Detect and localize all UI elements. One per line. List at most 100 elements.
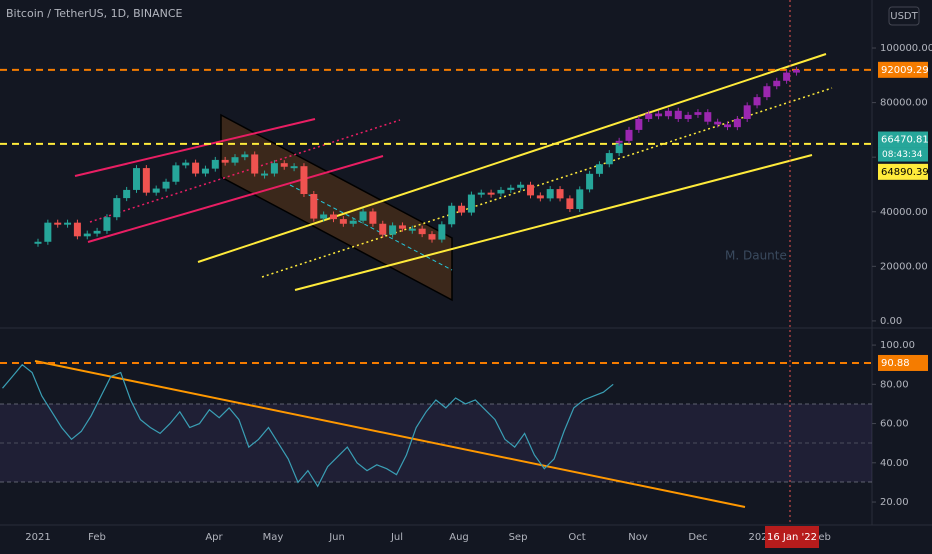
y-tick-label: 40000.00 bbox=[880, 207, 928, 218]
candle bbox=[211, 159, 219, 169]
trend-line bbox=[294, 154, 813, 291]
x-tick-label: Oct bbox=[568, 532, 585, 543]
trend-line bbox=[87, 155, 384, 243]
candle bbox=[477, 192, 485, 195]
candle bbox=[753, 97, 761, 106]
candle bbox=[655, 113, 663, 117]
rsi-line bbox=[2, 363, 614, 488]
currency-box bbox=[888, 6, 920, 26]
level-label: 64890.39 bbox=[881, 167, 929, 178]
y-tick-label: 40.00 bbox=[880, 458, 909, 469]
countdown: 08:43:34 bbox=[882, 150, 923, 160]
level-label-box bbox=[878, 61, 928, 78]
candle bbox=[507, 187, 515, 190]
y-tick-label: 0.00 bbox=[880, 316, 902, 327]
y-tick-label: 60.00 bbox=[880, 419, 909, 430]
candle bbox=[467, 194, 475, 213]
price-label-box bbox=[878, 131, 928, 148]
candle bbox=[684, 114, 692, 119]
x-tick-label: Jul bbox=[390, 532, 403, 543]
candle bbox=[527, 184, 534, 196]
x-tick-label: Aug bbox=[449, 532, 469, 543]
y-tick-label: 80000.00 bbox=[880, 98, 928, 109]
candle bbox=[300, 166, 308, 195]
crosshair-label-box bbox=[765, 526, 819, 548]
candle bbox=[241, 154, 249, 158]
candle bbox=[487, 192, 495, 195]
trend-line bbox=[34, 360, 746, 508]
countdown-box bbox=[878, 147, 928, 162]
candle bbox=[389, 225, 397, 235]
candle bbox=[34, 241, 42, 244]
x-tick-label: Feb bbox=[813, 532, 831, 543]
candle bbox=[458, 205, 466, 213]
candle bbox=[369, 211, 377, 224]
y-tick-label: 100.00 bbox=[880, 340, 915, 351]
candle bbox=[152, 188, 160, 193]
candle bbox=[280, 163, 288, 167]
candle bbox=[231, 157, 239, 163]
candle bbox=[172, 165, 180, 182]
candle bbox=[497, 189, 505, 194]
candle bbox=[694, 112, 702, 115]
candle bbox=[773, 80, 781, 87]
candle bbox=[408, 228, 416, 231]
candle bbox=[595, 164, 603, 174]
candle bbox=[674, 110, 682, 119]
candle bbox=[349, 220, 357, 224]
y-tick-label: 100000.00 bbox=[880, 43, 932, 54]
candle bbox=[566, 198, 574, 210]
x-tick-label: Apr bbox=[205, 532, 223, 543]
candle bbox=[113, 198, 121, 218]
candle bbox=[54, 222, 62, 225]
y-tick-label: 20.00 bbox=[880, 497, 909, 508]
candle bbox=[664, 110, 672, 117]
candle bbox=[290, 166, 298, 169]
level-label: 90.88 bbox=[881, 358, 910, 369]
candle bbox=[123, 189, 131, 199]
x-tick-label: May bbox=[263, 532, 284, 543]
candle bbox=[438, 224, 446, 240]
candle bbox=[133, 168, 140, 190]
candle bbox=[83, 233, 91, 237]
last-price: 66470.81 bbox=[881, 135, 929, 146]
candle bbox=[546, 189, 554, 199]
candle bbox=[615, 140, 623, 143]
candle bbox=[261, 173, 269, 176]
candle bbox=[743, 105, 751, 119]
y-tick-label: 80.00 bbox=[880, 379, 909, 390]
candle bbox=[251, 154, 259, 174]
y-tick-label: 20000.00 bbox=[880, 261, 928, 272]
candle bbox=[359, 211, 367, 221]
x-tick-label: Feb bbox=[88, 532, 106, 543]
candle bbox=[635, 118, 643, 130]
candle bbox=[586, 173, 594, 190]
candle bbox=[792, 69, 800, 73]
trend-line bbox=[89, 119, 401, 223]
candle bbox=[556, 189, 564, 199]
candle bbox=[645, 113, 653, 119]
candle bbox=[379, 223, 387, 235]
candle bbox=[103, 217, 111, 231]
channel-box bbox=[220, 113, 453, 302]
x-tick-label: Nov bbox=[628, 532, 648, 543]
level-label: 92009.29 bbox=[881, 65, 929, 76]
candle bbox=[576, 189, 584, 210]
candle bbox=[182, 162, 190, 166]
currency: USDT bbox=[890, 11, 918, 22]
candle bbox=[339, 219, 347, 224]
candle bbox=[418, 228, 426, 235]
candle bbox=[428, 234, 436, 240]
candle bbox=[714, 121, 722, 125]
trend-line bbox=[74, 118, 316, 177]
candle bbox=[142, 168, 150, 193]
candle bbox=[320, 214, 328, 219]
candle bbox=[270, 163, 278, 174]
candle bbox=[448, 205, 456, 225]
candle bbox=[398, 225, 406, 229]
candle bbox=[733, 118, 741, 128]
candle bbox=[724, 124, 731, 128]
